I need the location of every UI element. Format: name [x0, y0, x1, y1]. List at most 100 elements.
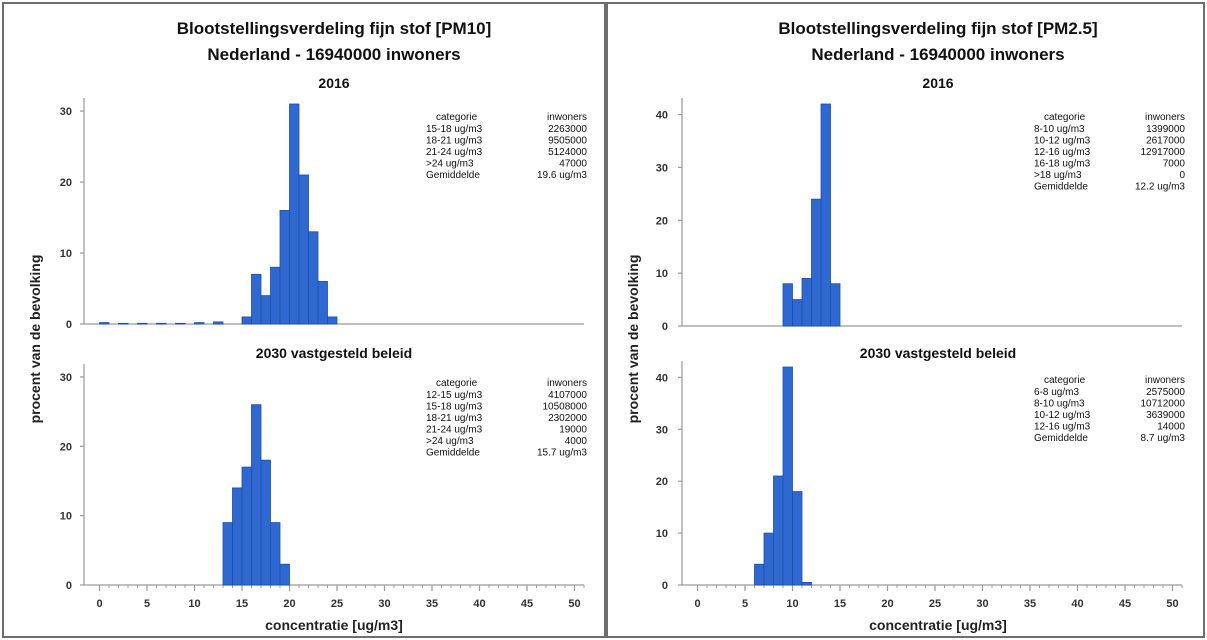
histogram-bar: [830, 283, 841, 327]
legend-row-category: 15-18 ug/m3: [426, 402, 483, 413]
y-tick-label: 40: [656, 372, 668, 384]
x-tick-label: 40: [1071, 598, 1083, 610]
legend-header-inhabitants: inwoners: [547, 112, 587, 123]
y-tick-label: 30: [60, 372, 72, 384]
histogram-bar: [763, 532, 774, 586]
x-tick-label: 35: [1024, 598, 1036, 610]
legend-row-value: 7000: [1163, 159, 1186, 170]
legend-row-value: 2617000: [1146, 136, 1185, 147]
pm10-chart-svg: Blootstellingsverdeling fijn stof [PM10]…: [27, 19, 587, 633]
x-tick-label: 25: [331, 598, 343, 610]
histogram-bar: [251, 404, 262, 586]
legend-row-value: 2263000: [548, 124, 587, 135]
histogram-panel: 0 10 20 30 40 categorie inwoners 8-10 ug/m3 1399…: [656, 98, 1185, 333]
histogram-panel: 0 10 20 30 40 0 5 10 15 20 25 30 35 40 45 50 categorie in…: [656, 361, 1185, 610]
x-tick-label: 5: [742, 598, 748, 610]
legend-table: categorie inwoners 8-10 ug/m3 1399000 10-12 …: [1034, 112, 1185, 193]
histogram-bar: [241, 466, 252, 586]
histogram-bar: [782, 283, 793, 327]
legend-row-category: 16-18 ug/m3: [1034, 159, 1091, 170]
panel-label-top: 2016: [922, 75, 953, 91]
y-tick-label: 40: [656, 110, 668, 122]
legend-row-value: 5124000: [548, 147, 587, 158]
legend-row-value: 4107000: [548, 390, 587, 401]
y-tick-label: 30: [656, 424, 668, 436]
histogram-bar: [270, 522, 281, 586]
legend-row-value: 19.6 ug/m3: [537, 170, 587, 181]
y-tick-label: 0: [66, 580, 72, 592]
histogram-bar: [782, 366, 793, 586]
histogram-bar: [317, 281, 328, 325]
legend-row-category: 18-21 ug/m3: [426, 413, 483, 424]
histogram-bar: [820, 103, 831, 327]
y-tick-label: 20: [60, 441, 72, 453]
legend-row-value: 47000: [559, 159, 587, 170]
y-tick-label: 20: [656, 215, 668, 227]
legend-row-category: 10-12 ug/m3: [1034, 410, 1091, 421]
legend-row-value: 4000: [565, 436, 588, 447]
x-tick-label: 20: [283, 598, 295, 610]
legend-row-category: Gemiddelde: [1034, 433, 1088, 444]
legend-row-category: >24 ug/m3: [426, 436, 474, 447]
histogram-bar: [279, 563, 290, 586]
legend-row-value: 2302000: [548, 413, 587, 424]
x-tick-label: 10: [188, 598, 200, 610]
histogram-bar: [260, 459, 271, 586]
y-tick-label: 10: [656, 528, 668, 540]
legend-row-category: >24 ug/m3: [426, 159, 474, 170]
y-tick-label: 20: [656, 476, 668, 488]
histogram-bar: [327, 316, 338, 325]
histogram-bar: [260, 295, 271, 325]
legend-header-category: categorie: [1044, 112, 1086, 123]
legend-row-value: 3639000: [1146, 410, 1185, 421]
y-tick-label: 30: [656, 162, 668, 174]
legend-header-inhabitants: inwoners: [1145, 375, 1185, 386]
histogram-bar: [194, 322, 205, 325]
histogram-bar: [251, 273, 262, 325]
legend-row-value: 10508000: [543, 402, 588, 413]
legend-row-category: Gemiddelde: [426, 448, 480, 459]
chart-subtitle: Nederland - 16940000 inwoners: [207, 45, 460, 64]
legend-table: categorie inwoners 12-15 ug/m3 4107000 15-18…: [426, 378, 587, 459]
histogram-panel: 0 10 20 30 0 5 10 15 20 25 30 35 40 45 50 categorie inwo…: [60, 364, 587, 610]
x-tick-label: 25: [929, 598, 941, 610]
x-axis-label: concentratie [ug/m3]: [265, 617, 403, 633]
x-tick-label: 30: [378, 598, 390, 610]
histogram-bar: [289, 103, 300, 325]
y-axis-label: procent van de bevolking: [27, 255, 43, 424]
chart-title: Blootstellingsverdeling fijn stof [PM2.5…: [778, 19, 1097, 38]
legend-row-category: 10-12 ug/m3: [1034, 136, 1091, 147]
x-tick-label: 45: [521, 598, 533, 610]
x-tick-label: 15: [834, 598, 846, 610]
histogram-bar: [773, 475, 784, 586]
legend-row-category: 12-16 ug/m3: [1034, 147, 1091, 158]
legend-row-value: 12.2 ug/m3: [1135, 182, 1185, 193]
x-tick-label: 20: [881, 598, 893, 610]
legend-row-value: 10712000: [1141, 399, 1186, 410]
legend-row-category: 21-24 ug/m3: [426, 147, 483, 158]
histogram-bar: [118, 322, 129, 325]
histogram-bar: [801, 582, 812, 586]
histogram-bar: [270, 266, 281, 325]
panel-label-bottom: 2030 vastgesteld beleid: [256, 345, 412, 361]
legend-row-category: 15-18 ug/m3: [426, 124, 483, 135]
pm25-chart-svg: Blootstellingsverdeling fijn stof [PM2.5…: [625, 19, 1185, 633]
panel-label-bottom: 2030 vastgesteld beleid: [860, 345, 1016, 361]
legend-table: categorie inwoners 6-8 ug/m3 2575000 8-10 ug…: [1034, 375, 1185, 444]
legend-row-value: 15.7 ug/m3: [537, 448, 587, 459]
histogram-bar: [213, 321, 224, 325]
legend-row-category: >18 ug/m3: [1034, 170, 1082, 181]
y-tick-label: 30: [60, 106, 72, 118]
legend-row-category: Gemiddelde: [426, 170, 480, 181]
y-tick-label: 10: [656, 268, 668, 280]
chart-title: Blootstellingsverdeling fijn stof [PM10]: [177, 19, 492, 38]
x-tick-label: 50: [568, 598, 580, 610]
panel-label-top: 2016: [318, 75, 349, 91]
y-axis-label: procent van de bevolking: [625, 255, 641, 424]
y-tick-label: 0: [66, 319, 72, 331]
pm10-chart-panel: Blootstellingsverdeling fijn stof [PM10]…: [2, 2, 606, 638]
legend-row-value: 12917000: [1141, 147, 1186, 158]
histogram-bar: [811, 198, 822, 327]
legend-row-value: 0: [1179, 170, 1185, 181]
y-tick-label: 20: [60, 177, 72, 189]
